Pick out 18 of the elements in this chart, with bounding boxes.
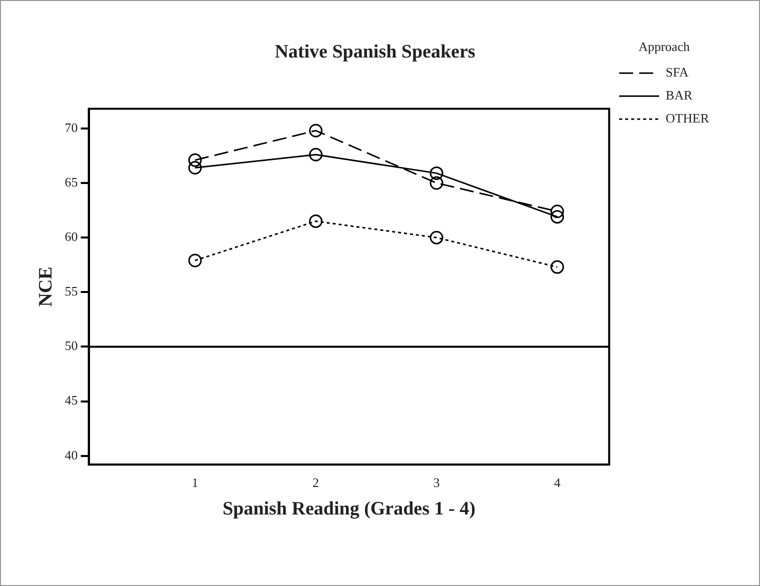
legend-label: SFA	[666, 64, 690, 80]
y-tick-label: 50	[64, 338, 78, 354]
x-axis-title: Spanish Reading (Grades 1 - 4)	[222, 498, 476, 520]
x-tick-label: 3	[433, 474, 440, 490]
y-axis-title: NCE	[35, 266, 56, 307]
y-tick-label: 55	[64, 284, 78, 299]
y-tick-label: 45	[64, 392, 78, 408]
x-tick-label: 2	[312, 474, 320, 490]
y-tick-label: 40	[64, 447, 78, 462]
y-tick-label: 65	[64, 174, 78, 190]
legend-label: BAR	[666, 88, 693, 103]
y-tick-label: 70	[64, 120, 78, 135]
x-tick-label: 4	[554, 474, 562, 490]
chart-title: Native Spanish Speakers	[274, 41, 476, 62]
legend-title: Approach	[638, 38, 690, 54]
x-tick-label: 1	[192, 474, 198, 490]
y-tick-label: 60	[64, 229, 78, 244]
legend-label: OTHER	[666, 110, 710, 126]
